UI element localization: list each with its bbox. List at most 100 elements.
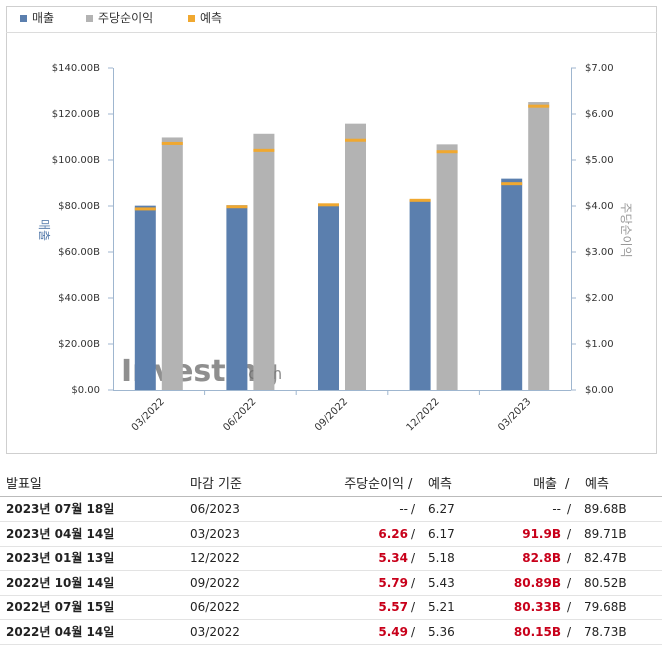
table-cell: 예측 (428, 477, 452, 492)
forecast-mark (134, 207, 156, 211)
table-cell: 5.21 (428, 600, 455, 614)
legend-label: 주당순이익 (98, 11, 153, 25)
y2-tick-label: $6.00 (585, 109, 614, 120)
y-tick-label: $40.00B (58, 293, 100, 304)
y2-tick-label: $2.00 (585, 293, 614, 304)
table-cell: 78.73B (584, 624, 627, 639)
table-cell: 예측 (585, 477, 609, 492)
legend-swatch (86, 15, 93, 22)
table-cell: / (408, 477, 413, 492)
row-divider (0, 594, 662, 596)
table-cell: / (567, 502, 572, 516)
forecast-mark (345, 138, 366, 142)
table-cell: 5.34 (378, 551, 408, 565)
table-cell: / (567, 575, 572, 590)
table-cell: 매출 (533, 477, 557, 492)
y-tick-label: $60.00B (58, 247, 100, 258)
table-cell: / (567, 600, 572, 614)
table-cell: / (567, 526, 572, 541)
table-cell: 03/2022 (190, 624, 240, 639)
y2-tick-label: $3.00 (585, 247, 614, 258)
y2-tick-label: $4.00 (585, 201, 614, 212)
legend-swatch (188, 15, 195, 22)
y2-tick-label: $0.00 (585, 385, 614, 396)
table-cell: / (411, 502, 416, 516)
table-cell: -- (552, 502, 561, 516)
table-cell: 89.71B (584, 526, 627, 541)
table-cell: 6.26 (378, 526, 408, 541)
table-cell: / (565, 477, 570, 492)
row-divider (0, 521, 662, 522)
table-cell: 09/2022 (190, 575, 240, 590)
bar (161, 137, 183, 390)
table-cell: 6.27 (428, 502, 455, 516)
forecast-mark (436, 150, 458, 154)
row-divider (0, 570, 662, 571)
bar (409, 199, 431, 390)
table-cell: / (411, 575, 416, 590)
y-tick-label: $140.00B (52, 63, 100, 74)
y-tick-label: $20.00B (58, 339, 100, 350)
table-cell: 80.15B (513, 624, 561, 639)
forecast-mark (501, 182, 523, 186)
y2-tick-label: $7.00 (585, 63, 614, 74)
y-axis-label: 매출 (37, 219, 51, 241)
table-cell: 82.47B (584, 551, 627, 565)
table-cell: 마감 기준 (190, 477, 242, 492)
table-cell: 5.36 (428, 624, 455, 639)
row-divider (0, 619, 662, 620)
table-cell: 06/2022 (190, 600, 240, 614)
bar (345, 123, 366, 390)
y-tick-label: $100.00B (52, 155, 100, 166)
legend-label: 예측 (200, 11, 222, 25)
forecast-mark (253, 148, 275, 152)
table-cell: / (411, 600, 416, 614)
table-cell: 82.8B (522, 551, 561, 565)
forecast-mark (528, 104, 550, 108)
table-cell: 5.18 (428, 551, 455, 565)
chart: 매출주당순이익예측Investing.com$0.00$20.00B$40.00… (6, 6, 657, 454)
table-cell: 03/2023 (190, 526, 240, 541)
table-cell: 5.49 (378, 624, 408, 639)
bar (436, 144, 458, 390)
bar (318, 203, 339, 390)
forecast-mark (161, 141, 183, 145)
table-cell: 주당순이익 (344, 477, 404, 492)
row-divider (0, 496, 662, 497)
table-cell: 79.68B (584, 600, 627, 614)
table-cell: 80.52B (584, 575, 627, 590)
bar (253, 133, 275, 390)
table-cell: 5.79 (378, 575, 408, 590)
bar (226, 205, 248, 390)
row-divider (0, 545, 662, 547)
table-cell: / (411, 624, 416, 639)
table-cell: 2023년 07월 18일 (6, 502, 115, 516)
row-divider (0, 643, 662, 645)
table-cell: 89.68B (584, 502, 627, 516)
bar (501, 178, 523, 390)
bar (134, 205, 156, 390)
table-cell: 6.17 (428, 526, 455, 541)
table-cell: 12/2022 (190, 551, 240, 565)
table-cell: 80.33B (513, 600, 561, 614)
table-cell: -- (399, 502, 408, 516)
table-cell: 2022년 10월 14일 (6, 575, 115, 590)
table-cell: 발표일 (6, 477, 42, 492)
table-cell: 5.43 (428, 575, 455, 590)
table-cell: / (567, 624, 572, 639)
y2-tick-label: $1.00 (585, 339, 614, 350)
table-cell: 80.89B (513, 575, 561, 590)
legend-swatch (20, 15, 27, 22)
forecast-mark (226, 205, 248, 209)
table-cell: 2022년 04월 14일 (6, 624, 115, 639)
forecast-mark (409, 198, 431, 202)
table-cell: 2022년 07월 15일 (6, 600, 115, 614)
y-tick-label: $120.00B (52, 109, 100, 120)
table-cell: 5.57 (378, 600, 408, 614)
y-tick-label: $80.00B (58, 201, 100, 212)
table-cell: / (411, 551, 416, 565)
forecast-mark (318, 203, 339, 207)
y2-axis-label: 주당순이익 (619, 202, 633, 257)
bar (528, 102, 550, 390)
